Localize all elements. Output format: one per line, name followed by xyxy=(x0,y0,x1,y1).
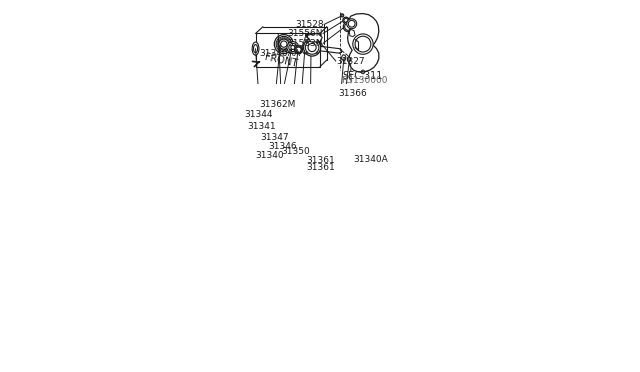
Circle shape xyxy=(294,46,303,54)
Text: 31553N: 31553N xyxy=(287,39,323,48)
Text: SEC.311: SEC.311 xyxy=(343,71,383,81)
Ellipse shape xyxy=(342,55,346,61)
Circle shape xyxy=(275,35,293,54)
Circle shape xyxy=(353,34,373,54)
Text: 31528: 31528 xyxy=(296,20,324,29)
Text: 31346: 31346 xyxy=(269,142,298,151)
Text: R3130000: R3130000 xyxy=(341,77,388,86)
Circle shape xyxy=(343,22,353,32)
Text: 31340A: 31340A xyxy=(353,155,388,164)
Text: 31340: 31340 xyxy=(255,151,284,160)
Text: 31341: 31341 xyxy=(247,122,275,131)
Circle shape xyxy=(303,39,321,56)
Circle shape xyxy=(287,42,299,53)
Circle shape xyxy=(347,19,356,29)
Text: 31361: 31361 xyxy=(307,163,335,172)
Ellipse shape xyxy=(252,42,259,55)
Text: 31347: 31347 xyxy=(260,133,289,142)
Text: 31361: 31361 xyxy=(307,156,335,165)
Text: 31366: 31366 xyxy=(338,89,367,98)
Polygon shape xyxy=(308,33,323,42)
Circle shape xyxy=(340,14,344,17)
Polygon shape xyxy=(349,29,355,36)
Text: 31344: 31344 xyxy=(244,110,273,119)
Text: 31350: 31350 xyxy=(281,147,310,157)
Polygon shape xyxy=(348,13,379,72)
Text: FRONT: FRONT xyxy=(264,52,299,69)
Circle shape xyxy=(343,17,349,23)
Text: 31340AA: 31340AA xyxy=(259,49,300,58)
Text: 31556N: 31556N xyxy=(287,29,323,38)
Text: 31362M: 31362M xyxy=(259,100,296,109)
Text: 31327: 31327 xyxy=(336,57,365,65)
Ellipse shape xyxy=(348,57,351,62)
